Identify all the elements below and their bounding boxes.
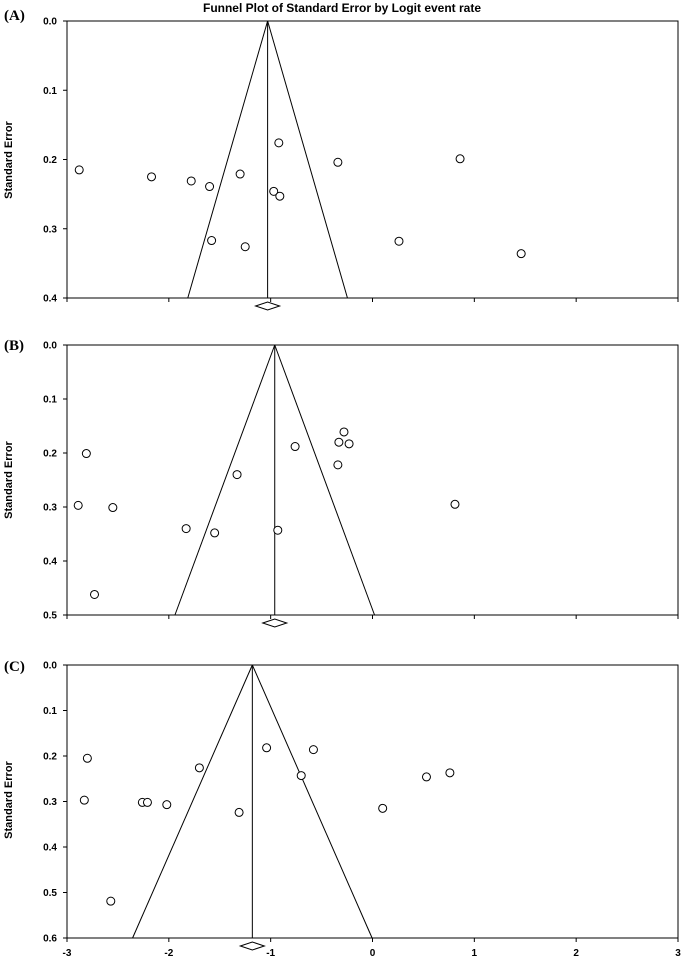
y-tick-label: 0.2 [43, 449, 57, 460]
funnel-left-limit [174, 344, 276, 616]
plot-frame [66, 20, 679, 299]
study-point [394, 236, 404, 246]
funnel-left-limit [187, 20, 269, 299]
study-point [339, 427, 349, 437]
study-point [290, 442, 300, 452]
y-tick-label: 0.0 [43, 341, 57, 352]
study-point [210, 528, 220, 538]
study-point [205, 182, 215, 192]
study-point [162, 800, 172, 810]
y-tick-label: 0.4 [43, 294, 57, 305]
funnel-panel-2: (B) Standard Error 0.0 0.1 0.2 0.3 0.4 0.5 [3, 338, 679, 628]
figure-title: Funnel Plot of Standard Error by Logit e… [203, 1, 481, 15]
y-tick-label: 0.5 [43, 611, 57, 622]
study-point [89, 589, 99, 599]
y-tick-label: 0.1 [43, 395, 57, 406]
study-point [79, 795, 89, 805]
y-tick-label: 0.4 [43, 557, 57, 568]
study-point [378, 803, 388, 813]
y-tick-label: 0.3 [43, 797, 57, 808]
x-tick-label: 0 [370, 948, 376, 959]
y-tick-label: 0.4 [43, 843, 57, 854]
study-point [421, 772, 431, 782]
study-point [273, 525, 283, 535]
study-point [450, 499, 460, 509]
study-point [235, 169, 245, 179]
funnel-right-limit [251, 664, 373, 939]
study-point [81, 449, 91, 459]
summary-diamond [238, 941, 266, 951]
study-point [296, 771, 306, 781]
y-tick-label: 0.0 [43, 17, 57, 28]
x-tick-label: -2 [164, 948, 173, 959]
study-point [240, 242, 250, 252]
study-point [234, 807, 244, 817]
study-point [108, 503, 118, 513]
panel-label: (B) [4, 338, 24, 354]
study-point [269, 186, 279, 196]
panel-label: (A) [4, 8, 25, 24]
study-point [262, 743, 272, 753]
study-point [308, 745, 318, 755]
study-point [274, 138, 284, 148]
y-tick-label: 0.5 [43, 888, 57, 899]
study-point [445, 768, 455, 778]
funnel-panel-1: (A) Standard Error 0.0 0.1 0.2 0.3 0.4 [3, 8, 679, 311]
y-axis-title: Standard Error [3, 760, 15, 838]
study-point [516, 249, 526, 259]
summary-diamond [254, 301, 282, 311]
study-point [194, 763, 204, 773]
funnel-right-limit [267, 20, 348, 299]
funnel-right-limit [274, 344, 376, 616]
study-point [181, 524, 191, 534]
study-point [142, 797, 152, 807]
study-point [73, 500, 83, 510]
x-tick-label: -1 [266, 948, 275, 959]
study-point [207, 236, 217, 246]
x-tick-label: 2 [573, 948, 579, 959]
plot-frame [66, 344, 679, 616]
study-point [74, 165, 84, 175]
study-point [186, 176, 196, 186]
funnel-left-limit [132, 664, 253, 939]
study-point [334, 437, 344, 447]
y-axis-title: Standard Error [3, 440, 15, 518]
funnel-panel-3: (C) Standard Error 0.0 0.1 0.2 0.3 0.4 0.5 0.6 -3… [3, 659, 681, 959]
y-tick-label: 0.6 [43, 934, 57, 945]
panel-label: (C) [4, 659, 25, 675]
study-point [106, 896, 116, 906]
y-tick-label: 0.1 [43, 706, 57, 717]
study-point [344, 439, 354, 449]
study-point [333, 460, 343, 470]
y-tick-label: 0.3 [43, 224, 57, 235]
study-point [455, 154, 465, 164]
study-point [147, 172, 157, 182]
study-point [333, 157, 343, 167]
study-point [82, 753, 92, 763]
y-tick-label: 0.2 [43, 752, 57, 763]
y-tick-label: 0.2 [43, 155, 57, 166]
x-tick-label: -3 [63, 948, 72, 959]
x-tick-label: 3 [675, 948, 681, 959]
summary-diamond [261, 618, 289, 628]
plot-frame [66, 664, 679, 939]
y-tick-label: 0.3 [43, 503, 57, 514]
y-tick-label: 0.1 [43, 86, 57, 97]
study-point [275, 191, 285, 201]
y-tick-label: 0.0 [43, 661, 57, 672]
study-point [232, 470, 242, 480]
x-tick-label: 1 [472, 948, 478, 959]
y-axis-title: Standard Error [3, 120, 15, 198]
